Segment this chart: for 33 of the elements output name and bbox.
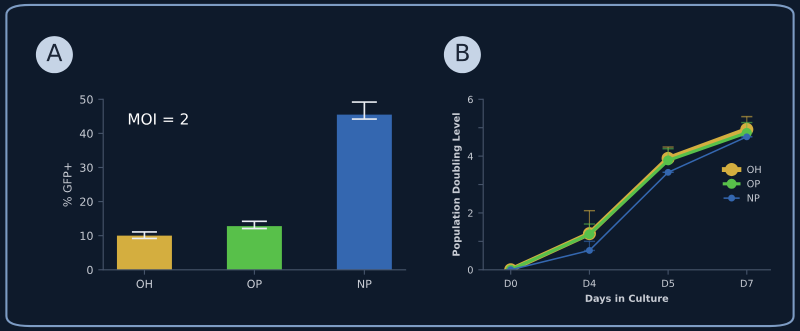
legend-label: NP xyxy=(748,194,760,202)
y-tick-label: 20 xyxy=(80,198,93,206)
x-tick-label: OP xyxy=(247,280,262,288)
x-tick-label: OH xyxy=(136,280,152,288)
y-tick-label: 10 xyxy=(80,232,93,240)
bar xyxy=(116,236,172,270)
chart-title: B xyxy=(456,44,469,62)
point xyxy=(663,155,674,166)
bar xyxy=(226,226,282,270)
y-tick-label: 6 xyxy=(468,96,473,104)
x-tick-label: D4 xyxy=(584,280,596,287)
legend-label: OP xyxy=(747,180,760,188)
y-tick-label: 40 xyxy=(80,129,93,138)
legend-label: OH xyxy=(747,166,761,174)
point xyxy=(586,246,593,254)
annotation: MOI = 2 xyxy=(128,113,188,125)
y-tick-label: 50 xyxy=(80,95,93,104)
x-tick-label: NP xyxy=(358,280,372,288)
y-axis-title: % GFP+ xyxy=(63,163,72,206)
y-tick-label: 30 xyxy=(80,163,93,172)
x-tick-label: D7 xyxy=(740,280,753,287)
y-tick-label: 0 xyxy=(468,266,473,274)
chart-title: A xyxy=(46,44,62,62)
point xyxy=(743,133,750,140)
y-tick-label: 4 xyxy=(468,152,473,160)
x-axis-title: Days in Culture xyxy=(586,294,668,304)
y-tick-label: 2 xyxy=(468,209,473,217)
x-tick-label: D5 xyxy=(662,280,674,288)
x-tick-label: D0 xyxy=(504,280,517,288)
point xyxy=(664,168,672,176)
bar xyxy=(336,114,392,270)
y-tick-label: 0 xyxy=(87,266,93,274)
y-axis-title: Population Doubling Level xyxy=(452,113,462,256)
